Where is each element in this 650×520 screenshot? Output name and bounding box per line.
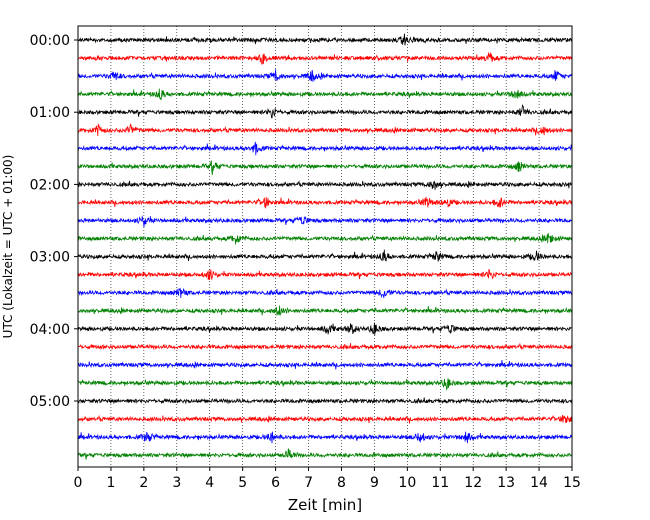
trace-0145 (77, 159, 573, 176)
y-axis-ticks: 00:00 01:00 02:00 03:00 04:00 05:00 (30, 33, 78, 410)
trace-0130 (77, 141, 573, 156)
seismic-traces (77, 33, 573, 460)
trace-0415 (77, 342, 573, 351)
trace-0245 (77, 233, 573, 245)
trace-0530 (77, 431, 573, 444)
x-tick-label: 14 (530, 475, 548, 491)
y-tick-label: 04:00 (30, 322, 70, 338)
x-tick-label: 5 (238, 475, 247, 491)
trace-0545 (77, 448, 573, 460)
y-tick-label: 03:00 (30, 250, 70, 266)
x-axis-label: Zeit [min] (288, 496, 362, 514)
x-axis-ticks: 0 1 2 3 4 5 6 7 8 9 10 11 12 13 14 15 (74, 467, 581, 491)
x-tick-label: 13 (497, 475, 515, 491)
trace-0445 (77, 378, 573, 391)
plot-frame (77, 25, 573, 468)
y-tick-label: 00:00 (30, 33, 70, 49)
x-tick-label: 0 (74, 475, 83, 491)
trace-0030 (77, 69, 573, 82)
x-tick-label: 10 (398, 475, 416, 491)
trace-0400 (77, 322, 573, 336)
trace-0515 (77, 414, 573, 424)
x-tick-label: 2 (139, 475, 148, 491)
trace-0200 (77, 180, 573, 190)
trace-0000 (77, 33, 573, 46)
trace-0015 (77, 52, 573, 66)
x-tick-label: 12 (464, 475, 482, 491)
x-tick-label: 6 (271, 475, 280, 491)
x-tick-label: 15 (563, 475, 581, 491)
x-tick-label: 8 (337, 475, 346, 491)
trace-0315 (77, 268, 573, 281)
trace-0045 (77, 88, 573, 101)
x-tick-label: 11 (431, 475, 449, 491)
y-axis-label: UTC (Lokalzeit = UTC + 01:00) (1, 155, 15, 339)
trace-0430 (77, 360, 573, 370)
x-tick-label: 9 (370, 475, 379, 491)
x-tick-label: 1 (106, 475, 115, 491)
y-tick-label: 01:00 (30, 105, 70, 121)
y-tick-label: 05:00 (30, 394, 70, 410)
trace-0215 (77, 196, 573, 209)
trace-0330 (77, 287, 573, 299)
x-tick-label: 3 (172, 475, 181, 491)
trace-0500 (77, 397, 573, 405)
trace-0115 (77, 123, 573, 137)
trace-0300 (77, 249, 573, 262)
trace-0230 (77, 215, 573, 228)
x-tick-label: 7 (304, 475, 313, 491)
x-tick-label: 4 (205, 475, 214, 491)
trace-0100 (77, 103, 573, 119)
trace-0345 (77, 305, 573, 317)
y-tick-label: 02:00 (30, 177, 70, 193)
